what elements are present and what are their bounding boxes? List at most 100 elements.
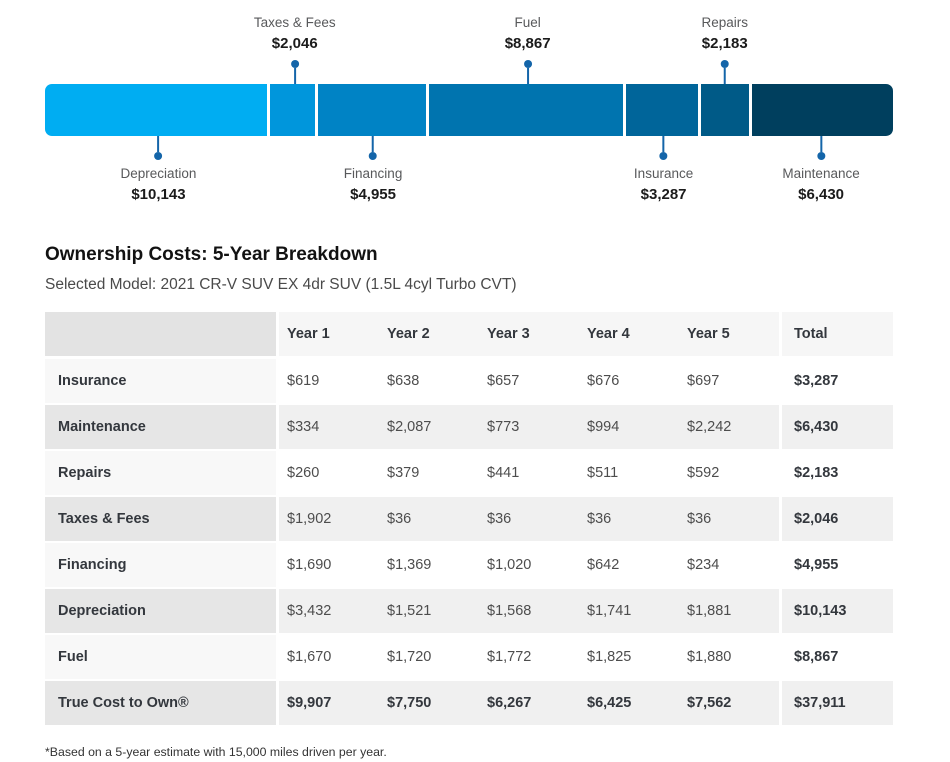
callout-financing: Financing $4,955 bbox=[343, 136, 403, 205]
cost-cell: $7,562 bbox=[679, 681, 779, 727]
total-cell: $10,143 bbox=[779, 589, 893, 635]
bar-segment-financing[interactable] bbox=[317, 84, 427, 136]
stacked-cost-bar bbox=[45, 84, 894, 136]
callout-stem-line bbox=[526, 68, 529, 84]
table-row-repairs: Repairs $260 $379 $441 $511 $592 $2,183 bbox=[45, 451, 893, 497]
total-cell: $8,867 bbox=[779, 635, 893, 681]
table-row-true-cost-to-own: True Cost to Own® $9,907 $7,750 $6,267 $6,42… bbox=[45, 681, 893, 727]
callout-category-label: Financing bbox=[343, 166, 403, 181]
table-corner-header bbox=[45, 312, 279, 359]
callout-value-label: $2,183 bbox=[701, 35, 748, 52]
callout-category-label: Repairs bbox=[701, 15, 749, 30]
cost-cell: $1,825 bbox=[579, 635, 679, 681]
callout-fuel: Fuel $8,867 bbox=[505, 13, 551, 84]
bar-segment-repairs[interactable] bbox=[701, 84, 750, 136]
cost-cell: $1,521 bbox=[379, 589, 479, 635]
callout-stem-line bbox=[157, 136, 160, 152]
cost-cell: $3,432 bbox=[279, 589, 379, 635]
callout-value-label: $2,046 bbox=[271, 35, 318, 52]
cost-cell: $773 bbox=[479, 405, 579, 451]
table-row-insurance: Insurance $619 $638 $657 $676 $697 $3,287 bbox=[45, 359, 893, 405]
cost-cell: $36 bbox=[479, 497, 579, 543]
cost-cell: $1,670 bbox=[279, 635, 379, 681]
cost-cell: $1,881 bbox=[679, 589, 779, 635]
cost-cell: $36 bbox=[679, 497, 779, 543]
cost-cell: $1,720 bbox=[379, 635, 479, 681]
bar-segment-taxes-fees[interactable] bbox=[270, 84, 315, 136]
callout-depreciation: Depreciation $10,143 bbox=[120, 136, 197, 205]
column-header-year-3: Year 3 bbox=[479, 312, 579, 359]
footnote: *Based on a 5-year estimate with 15,000 … bbox=[45, 745, 387, 759]
cost-cell: $6,425 bbox=[579, 681, 679, 727]
bar-segment-insurance[interactable] bbox=[626, 84, 699, 136]
page-title: Ownership Costs: 5-Year Breakdown bbox=[45, 244, 378, 265]
callout-dot-icon bbox=[659, 152, 668, 160]
column-header-year-1: Year 1 bbox=[279, 312, 379, 359]
callout-taxes-fees: Taxes & Fees $2,046 bbox=[254, 13, 336, 84]
bar-segment-fuel[interactable] bbox=[429, 84, 624, 136]
callout-dot-icon bbox=[290, 60, 299, 68]
cost-cell: $657 bbox=[479, 359, 579, 405]
row-label: True Cost to Own® bbox=[45, 681, 279, 727]
table-header-row: Year 1 Year 2 Year 3 Year 4 Year 5 Total bbox=[45, 312, 893, 359]
callout-stem-line bbox=[662, 136, 665, 152]
callout-category-label: Fuel bbox=[514, 15, 541, 30]
callout-insurance: Insurance $3,287 bbox=[634, 136, 693, 205]
callout-category-label: Taxes & Fees bbox=[253, 15, 336, 30]
cost-cell: $619 bbox=[279, 359, 379, 405]
callout-dot-icon bbox=[154, 152, 163, 160]
cost-cell: $1,902 bbox=[279, 497, 379, 543]
row-label: Repairs bbox=[45, 451, 279, 497]
callout-value-label: $3,287 bbox=[640, 186, 687, 203]
callout-category-label: Depreciation bbox=[120, 166, 197, 181]
cost-cell: $697 bbox=[679, 359, 779, 405]
total-cell: $37,911 bbox=[779, 681, 893, 727]
cost-cell: $260 bbox=[279, 451, 379, 497]
cost-cell: $36 bbox=[379, 497, 479, 543]
callout-value-label: $8,867 bbox=[504, 35, 551, 52]
callout-stem-line bbox=[820, 136, 823, 152]
row-label: Maintenance bbox=[45, 405, 279, 451]
callout-stem-line bbox=[293, 68, 296, 84]
row-label: Financing bbox=[45, 543, 279, 589]
cost-breakdown-chart: Depreciation $10,143 Taxes & Fees $2,046 Fin… bbox=[45, 10, 894, 222]
total-cell: $2,046 bbox=[779, 497, 893, 543]
callout-stem-line bbox=[372, 136, 375, 152]
cost-cell: $1,880 bbox=[679, 635, 779, 681]
cost-cell: $592 bbox=[679, 451, 779, 497]
row-label: Depreciation bbox=[45, 589, 279, 635]
column-header-year-2: Year 2 bbox=[379, 312, 479, 359]
cost-cell: $676 bbox=[579, 359, 679, 405]
callout-category-label: Maintenance bbox=[782, 166, 860, 181]
column-header-year-4: Year 4 bbox=[579, 312, 679, 359]
table-row-maintenance: Maintenance $334 $2,087 $773 $994 $2,242 $6,43… bbox=[45, 405, 893, 451]
total-cell: $3,287 bbox=[779, 359, 893, 405]
cost-cell: $334 bbox=[279, 405, 379, 451]
cost-cell: $1,369 bbox=[379, 543, 479, 589]
cost-cell: $36 bbox=[579, 497, 679, 543]
cost-cell: $994 bbox=[579, 405, 679, 451]
cost-cell: $1,741 bbox=[579, 589, 679, 635]
total-cell: $2,183 bbox=[779, 451, 893, 497]
table-row-financing: Financing $1,690 $1,369 $1,020 $642 $234 $4,95… bbox=[45, 543, 893, 589]
bar-segment-depreciation[interactable] bbox=[45, 84, 268, 136]
column-header-total: Total bbox=[779, 312, 893, 359]
callout-value-label: $6,430 bbox=[798, 186, 845, 203]
callout-value-label: $10,143 bbox=[131, 186, 186, 203]
cost-cell: $642 bbox=[579, 543, 679, 589]
cost-cell: $1,568 bbox=[479, 589, 579, 635]
ownership-costs-page: Depreciation $10,143 Taxes & Fees $2,046 Fin… bbox=[45, 10, 894, 759]
bar-segment-maintenance[interactable] bbox=[752, 84, 894, 136]
table-row-depreciation: Depreciation $3,432 $1,521 $1,568 $1,741 $1,8… bbox=[45, 589, 893, 635]
row-label: Taxes & Fees bbox=[45, 497, 279, 543]
cost-cell: $1,772 bbox=[479, 635, 579, 681]
callout-dot-icon bbox=[817, 152, 826, 160]
column-header-year-5: Year 5 bbox=[679, 312, 779, 359]
callout-dot-icon bbox=[523, 60, 532, 68]
cost-cell: $7,750 bbox=[379, 681, 479, 727]
row-label: Fuel bbox=[45, 635, 279, 681]
cost-cell: $441 bbox=[479, 451, 579, 497]
callout-stem-line bbox=[723, 68, 726, 84]
callout-value-label: $4,955 bbox=[350, 186, 397, 203]
total-cell: $6,430 bbox=[779, 405, 893, 451]
